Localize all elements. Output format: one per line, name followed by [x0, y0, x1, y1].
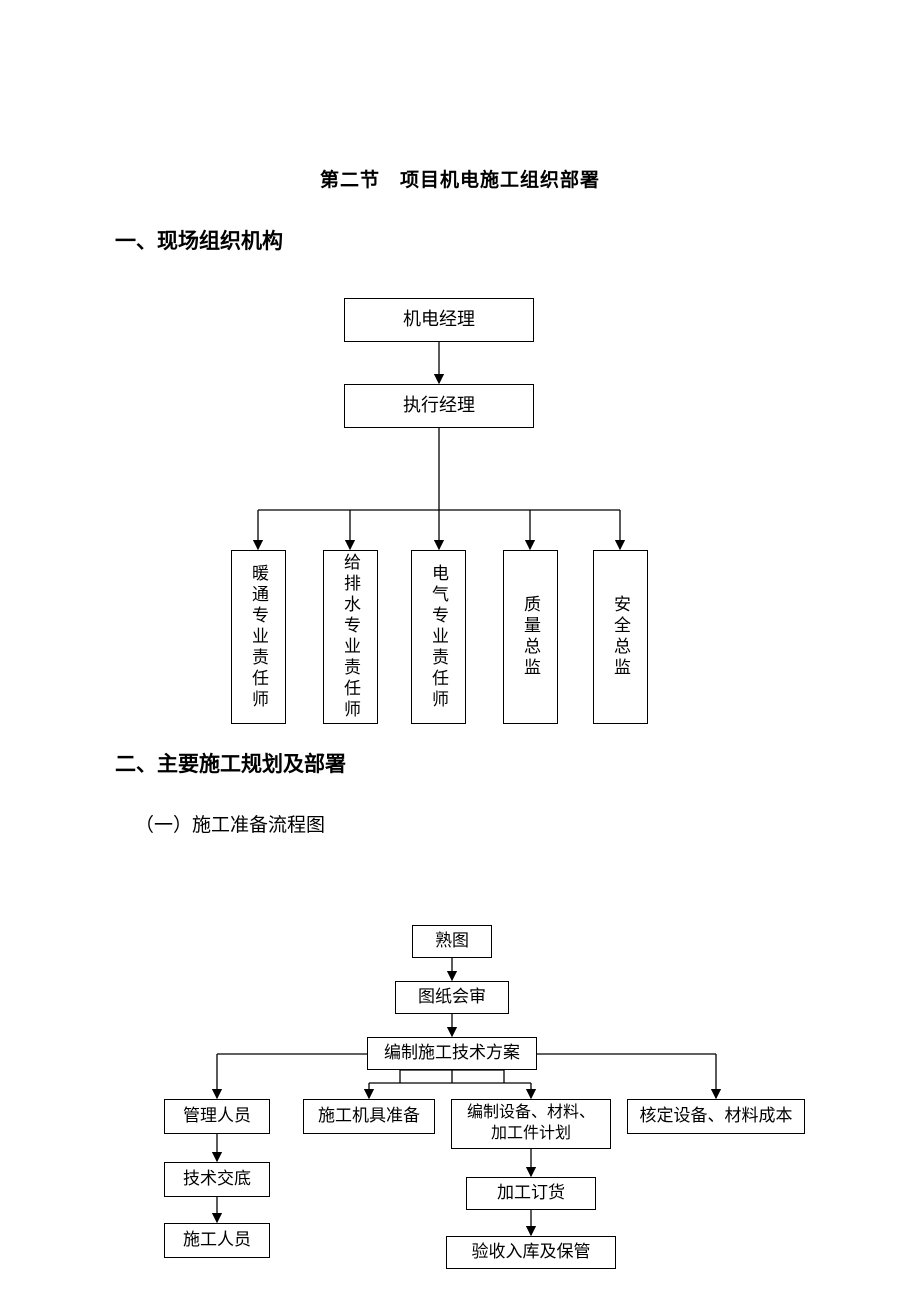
flow-b2: 施工机具准备 — [303, 1099, 435, 1134]
flow-b3a: 加工订货 — [466, 1177, 596, 1210]
heading-2: 二、主要施工规划及部署 — [115, 748, 346, 778]
flow-b1a: 技术交底 — [164, 1162, 270, 1197]
subheading: （一）施工准备流程图 — [135, 810, 325, 837]
org-role-1: 给排水专业责任师 — [323, 550, 378, 724]
org-exec-box: 执行经理 — [344, 384, 534, 428]
org-role-3: 质量总监 — [503, 550, 558, 724]
flow-b4: 核定设备、材料成本 — [627, 1099, 805, 1134]
flow-n1: 熟图 — [412, 925, 492, 958]
flow-n2: 图纸会审 — [395, 981, 509, 1014]
flow-b1: 管理人员 — [164, 1099, 270, 1134]
org-top-box: 机电经理 — [344, 298, 534, 342]
heading-1: 一、现场组织机构 — [115, 225, 283, 255]
flow-n3: 编制施工技术方案 — [367, 1037, 537, 1070]
flow-b3: 编制设备、材料、 加工件计划 — [451, 1099, 611, 1149]
org-role-2: 电气专业责任师 — [411, 550, 466, 724]
flow-b3b: 验收入库及保管 — [446, 1236, 616, 1269]
document-page: 第二节 项目机电施工组织部署 一、现场组织机构 机电经理 执行经理 暖通专业责任… — [0, 0, 920, 1302]
org-role-4: 安全总监 — [593, 550, 648, 724]
org-role-0: 暖通专业责任师 — [231, 550, 286, 724]
flow-b1b: 施工人员 — [164, 1223, 270, 1258]
section-title: 第二节 项目机电施工组织部署 — [0, 165, 920, 192]
